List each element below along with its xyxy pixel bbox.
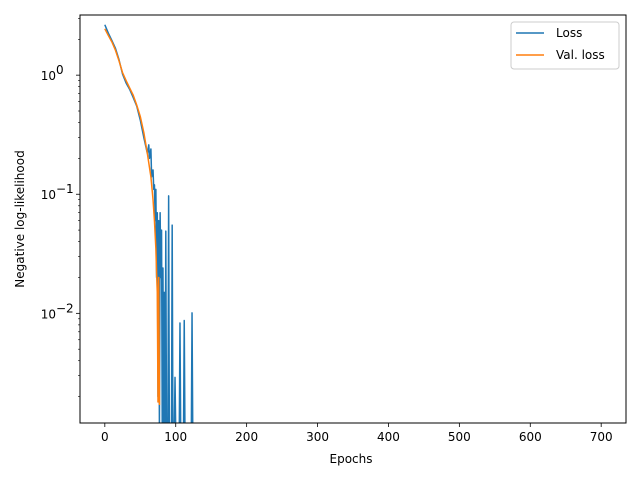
y-tick-exponent: −1 (56, 182, 74, 196)
legend: Loss Val. loss (510, 21, 620, 70)
x-tick-label: 400 (377, 430, 400, 444)
y-tick-label: 10 (41, 188, 56, 202)
legend-label-loss: Loss (556, 26, 582, 40)
x-tick-label: 700 (590, 430, 613, 444)
series-layer (104, 24, 194, 423)
y-tick-exponent: −2 (56, 301, 74, 315)
plot-frame (79, 14, 627, 424)
y-axis-label: Negative log-likelihood (13, 150, 27, 287)
x-tick-label: 600 (519, 430, 542, 444)
x-tick-label: 200 (235, 430, 258, 444)
x-axis: 0 100 200 300 400 500 600 700 (101, 423, 613, 444)
x-tick-label: 500 (448, 430, 471, 444)
series-line-val-loss (104, 28, 161, 405)
x-tick-label: 300 (306, 430, 329, 444)
legend-label-val-loss: Val. loss (556, 48, 605, 62)
x-tick-label: 100 (164, 430, 187, 444)
y-tick-label: 10 (41, 307, 56, 321)
y-tick-label: 10 (41, 69, 56, 83)
x-tick-label: 0 (101, 430, 109, 444)
y-tick-exponent: 0 (56, 63, 64, 77)
x-axis-label: Epochs (330, 452, 373, 466)
